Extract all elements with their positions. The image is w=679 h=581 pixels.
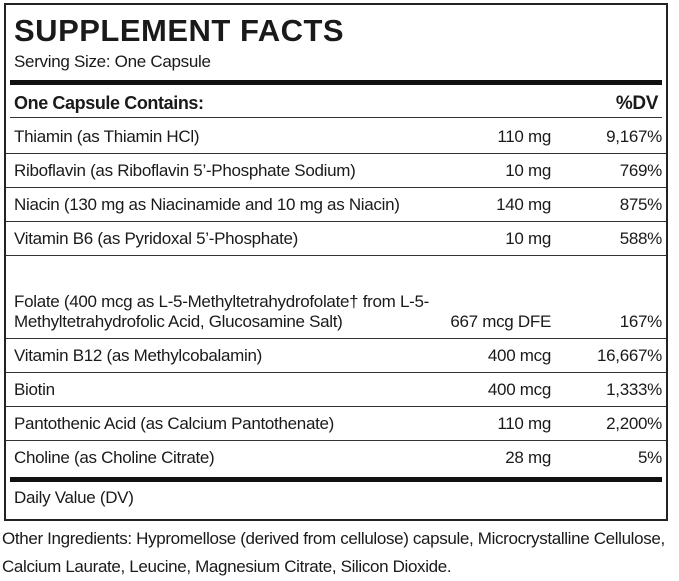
- nutrient-list: Thiamin (as Thiamin HCl) 110 mg 9,167% Rib…: [6, 121, 666, 474]
- nutrient-name: Pantothenic Acid (as Calcium Pantothenat…: [14, 414, 335, 433]
- nutrient-name: Vitamin B12 (as Methylcobalamin): [14, 346, 263, 365]
- nutrient-dv: 2,200%: [606, 414, 662, 433]
- nutrient-name: Choline (as Choline Citrate): [14, 448, 215, 467]
- nutrient-amount: 400 mcg: [487, 380, 551, 399]
- daily-value-note: Daily Value (DV): [14, 488, 134, 507]
- nutrient-row: Riboflavin (as Riboflavin 5’-Phosphate S…: [6, 154, 666, 188]
- nutrient-row: Thiamin (as Thiamin HCl) 110 mg 9,167%: [6, 121, 666, 154]
- nutrient-amount: 667 mcg DFE: [450, 312, 551, 331]
- thick-divider: [10, 80, 662, 85]
- header-row: One Capsule Contains: %DV: [14, 93, 658, 114]
- thin-divider: [10, 117, 662, 118]
- nutrient-name: Thiamin (as Thiamin HCl): [14, 127, 200, 146]
- nutrient-name: Vitamin B6 (as Pyridoxal 5’-Phosphate): [14, 229, 299, 248]
- header-label: One Capsule Contains:: [14, 93, 204, 113]
- nutrient-dv: 588%: [619, 229, 663, 248]
- nutrient-amount: 28 mg: [505, 448, 551, 467]
- nutrient-name: Biotin: [14, 380, 55, 399]
- nutrient-dv: 769%: [619, 161, 663, 180]
- nutrient-amount: 10 mg: [505, 161, 551, 180]
- nutrient-dv: 875%: [619, 195, 663, 214]
- nutrient-name: Riboflavin (as Riboflavin 5’-Phosphate S…: [14, 161, 356, 180]
- panel-title: SUPPLEMENT FACTS: [14, 13, 345, 48]
- nutrient-dv: 1,333%: [606, 380, 662, 399]
- thick-divider: [10, 477, 662, 482]
- nutrient-dv: 16,667%: [596, 346, 662, 365]
- nutrient-row: Niacin (130 mg as Niacinamide and 10 mg …: [6, 188, 666, 222]
- nutrient-row: Folate (400 mcg as L-5-Methyltetrahydrof…: [6, 256, 666, 339]
- supplement-facts-panel: SUPPLEMENT FACTS Serving Size: One Capsu…: [4, 3, 668, 521]
- serving-size: Serving Size: One Capsule: [14, 52, 211, 71]
- nutrient-row: Pantothenic Acid (as Calcium Pantothenat…: [6, 407, 666, 441]
- nutrient-dv: 167%: [619, 312, 663, 331]
- nutrient-row: Choline (as Choline Citrate) 28 mg 5%: [6, 441, 666, 474]
- nutrient-dv: 5%: [638, 448, 662, 467]
- nutrient-dv: 9,167%: [606, 127, 662, 146]
- nutrient-row: Biotin 400 mcg 1,333%: [6, 373, 666, 407]
- nutrient-amount: 400 mcg: [487, 346, 551, 365]
- nutrient-name: Folate (400 mcg as L-5-Methyltetrahydrof…: [14, 292, 429, 331]
- nutrient-name: Niacin (130 mg as Niacinamide and 10 mg …: [14, 195, 400, 214]
- nutrient-amount: 110 mg: [497, 414, 551, 433]
- nutrient-amount: 10 mg: [505, 229, 551, 248]
- header-dv: %DV: [615, 93, 658, 114]
- nutrient-amount: 140 mg: [496, 195, 551, 214]
- nutrient-amount: 110 mg: [497, 127, 551, 146]
- nutrient-row: Vitamin B6 (as Pyridoxal 5’-Phosphate) 10…: [6, 222, 666, 256]
- nutrient-row: Vitamin B12 (as Methylcobalamin) 400 mcg 1…: [6, 339, 666, 373]
- other-ingredients: Other Ingredients: Hypromellose (derived…: [2, 529, 665, 576]
